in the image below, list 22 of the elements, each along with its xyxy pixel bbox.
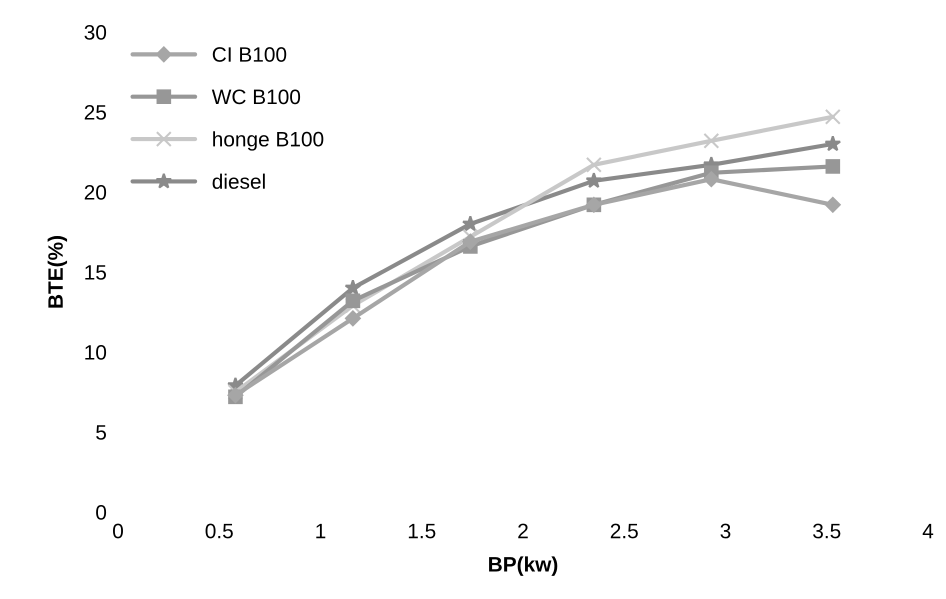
x-tick-label: 0.5 bbox=[206, 524, 233, 538]
y-axis-title: BTE(%) bbox=[48, 236, 68, 308]
y-tick-label: 25 bbox=[84, 105, 106, 120]
legend-label: diesel bbox=[212, 174, 265, 189]
y-tick-label: 10 bbox=[85, 345, 106, 360]
x-tick-label: 2.5 bbox=[610, 524, 638, 538]
x-tick-label: 1 bbox=[316, 524, 326, 538]
x-tick-label: 4 bbox=[922, 524, 934, 538]
x-tick-label: 1.5 bbox=[408, 524, 436, 538]
legend-label: CI B100 bbox=[212, 47, 286, 62]
y-tick-label: 20 bbox=[84, 185, 106, 200]
x-tick-label: 3 bbox=[720, 524, 730, 538]
y-tick-label: 0 bbox=[96, 505, 106, 520]
x-axis-title: BP(kw) bbox=[489, 556, 558, 576]
y-tick-label: 15 bbox=[85, 265, 106, 280]
x-tick-label: 3.5 bbox=[813, 524, 840, 538]
legend-label: honge B100 bbox=[213, 131, 324, 151]
x-tick-label: 0 bbox=[113, 524, 123, 538]
y-tick-label: 30 bbox=[84, 25, 106, 40]
y-tick-label: 5 bbox=[96, 425, 106, 440]
legend-label: WC B100 bbox=[212, 89, 300, 104]
x-tick-label: 2 bbox=[518, 524, 528, 538]
